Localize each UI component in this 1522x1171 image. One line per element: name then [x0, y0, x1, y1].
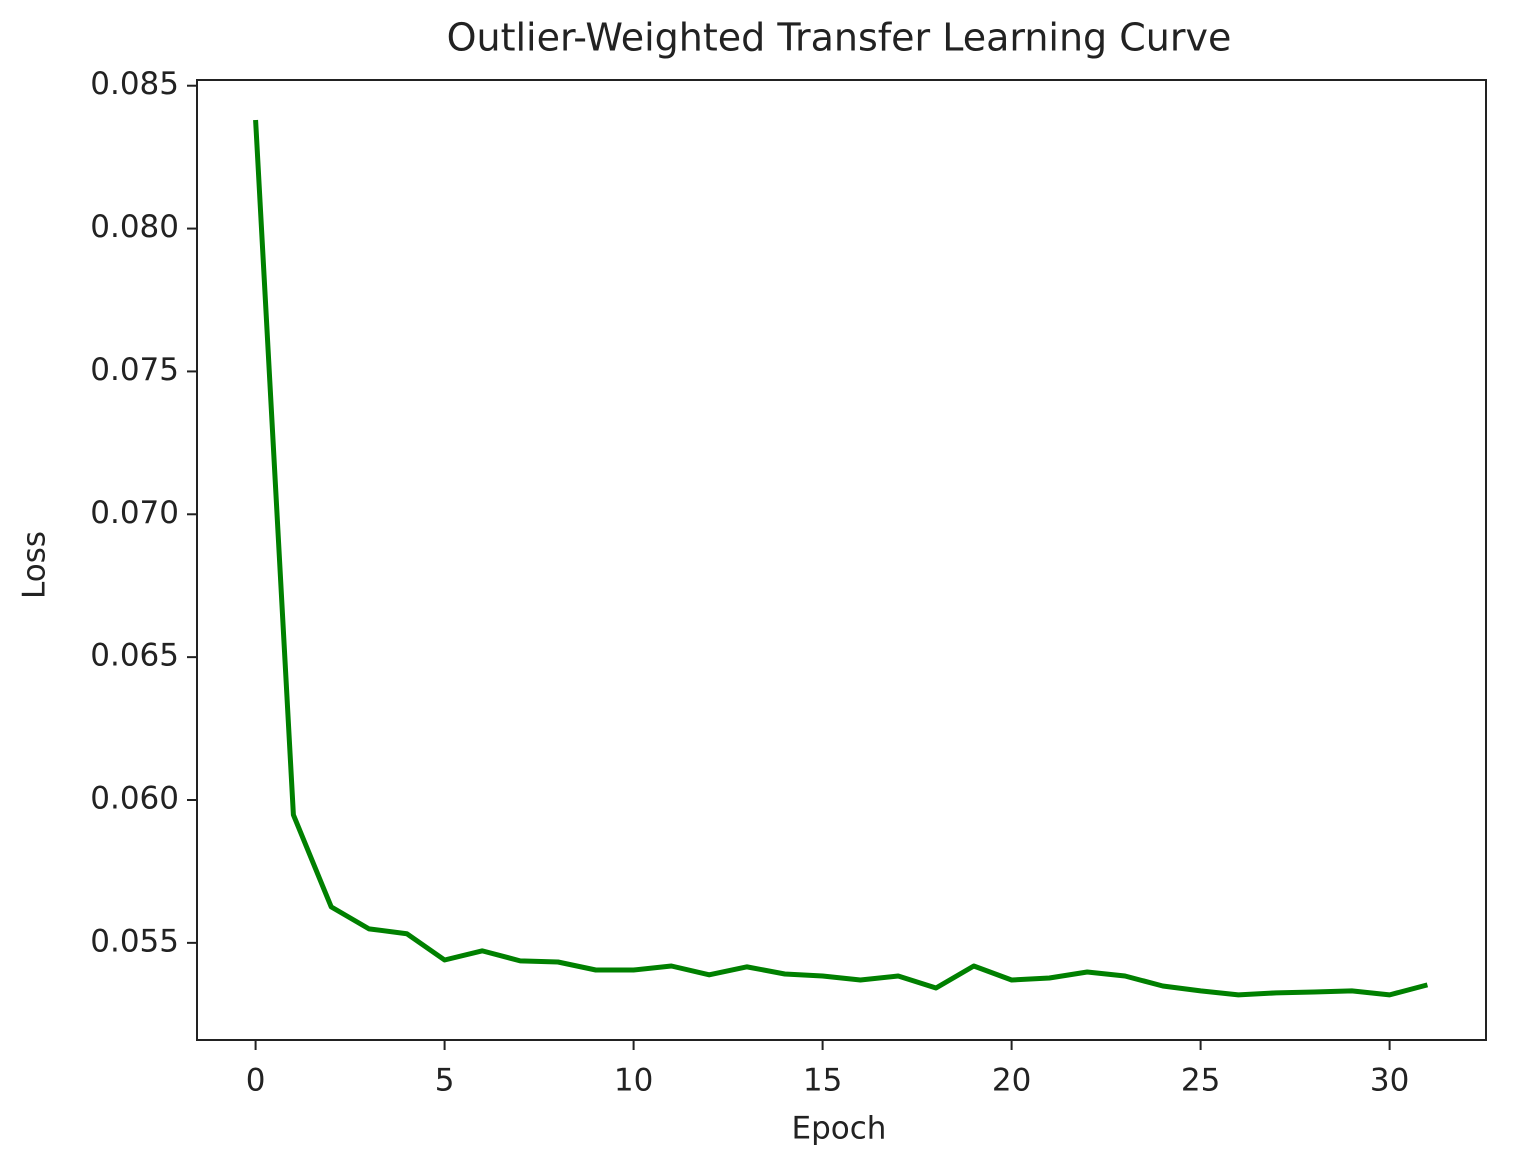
plot-frame — [196, 79, 1487, 1041]
y-tick-label: 0.085 — [90, 66, 179, 102]
y-axis-label: Loss — [17, 531, 53, 599]
y-tick-label: 0.075 — [90, 352, 179, 388]
y-tick-label: 0.065 — [90, 638, 179, 674]
x-tick-label: 30 — [1370, 1063, 1409, 1099]
x-tick-label: 20 — [992, 1063, 1031, 1099]
y-tick-label: 0.060 — [90, 781, 179, 817]
x-tick-label: 25 — [1181, 1063, 1220, 1099]
x-axis-label: Epoch — [792, 1111, 887, 1147]
y-tick-label: 0.080 — [90, 209, 179, 245]
chart-title: Outlier-Weighted Transfer Learning Curve — [447, 16, 1232, 60]
y-tick-label: 0.055 — [90, 923, 179, 959]
x-tick-label: 10 — [614, 1063, 653, 1099]
data-line — [253, 119, 1429, 998]
x-tick-label: 15 — [803, 1063, 842, 1099]
x-tick-label: 0 — [246, 1063, 266, 1099]
y-tick-label: 0.070 — [90, 495, 179, 531]
x-tick-label: 5 — [435, 1063, 455, 1099]
